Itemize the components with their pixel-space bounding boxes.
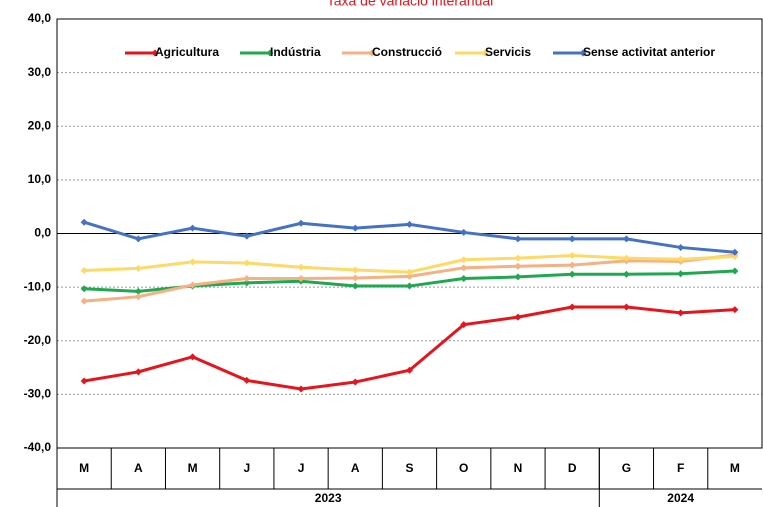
point	[568, 261, 576, 269]
legend-label: Sense activitat anterior	[583, 45, 715, 59]
x-group-label: 2023	[315, 491, 342, 505]
point	[677, 309, 685, 317]
y-tick-label: 10,0	[28, 172, 52, 186]
y-tick-label: 20,0	[28, 118, 52, 132]
series-line	[83, 305, 735, 391]
x-tick-label: M	[730, 461, 740, 475]
point	[406, 282, 413, 290]
point	[677, 243, 685, 251]
point	[351, 282, 359, 290]
x-tick-label: N	[514, 461, 523, 475]
point	[460, 321, 468, 329]
point	[568, 270, 576, 278]
point	[514, 262, 522, 270]
point	[460, 228, 468, 236]
point	[243, 232, 251, 240]
x-tick-label: A	[351, 461, 360, 475]
point	[406, 272, 413, 280]
point	[80, 267, 88, 275]
x-tick-label: M	[79, 461, 89, 475]
point	[622, 303, 630, 311]
point	[243, 279, 251, 287]
point	[189, 281, 197, 289]
point	[731, 267, 739, 275]
y-tick-label: 40,0	[28, 11, 52, 25]
x-tick-label: O	[459, 461, 468, 475]
x-tick-label: G	[622, 461, 631, 475]
point	[134, 287, 142, 295]
point	[406, 268, 413, 276]
point	[622, 270, 630, 278]
point	[134, 235, 142, 243]
y-tick-label: 0,0	[34, 226, 51, 240]
x-tick-label: M	[188, 461, 198, 475]
point	[460, 275, 468, 283]
point	[351, 274, 359, 282]
point	[677, 270, 685, 278]
point	[677, 255, 685, 263]
legend-marker	[266, 49, 274, 57]
point	[80, 377, 88, 385]
x-tick-label: D	[568, 461, 577, 475]
point	[351, 378, 359, 386]
point	[351, 224, 359, 232]
point	[134, 293, 142, 301]
point	[731, 253, 739, 261]
point	[568, 303, 576, 311]
point	[189, 258, 197, 266]
point	[297, 263, 305, 271]
point	[731, 248, 739, 256]
point	[297, 275, 305, 283]
legend-label: Construcció	[372, 45, 442, 59]
point	[514, 273, 522, 281]
point	[297, 219, 305, 227]
y-tick-label: -40,0	[24, 440, 52, 454]
legend-marker	[368, 49, 376, 57]
plot-frame	[56, 18, 763, 449]
point	[568, 235, 576, 243]
legend-marker	[151, 49, 159, 57]
point	[731, 306, 739, 314]
x-tick-label: F	[677, 461, 684, 475]
point	[622, 254, 630, 262]
x-tick-label: J	[243, 461, 250, 475]
point	[134, 368, 142, 376]
point	[189, 224, 197, 232]
point	[406, 366, 413, 374]
point	[134, 264, 142, 272]
point	[460, 264, 468, 272]
point	[622, 235, 630, 243]
point	[514, 313, 522, 321]
legend-marker	[579, 49, 587, 57]
point	[243, 376, 251, 384]
point	[460, 256, 468, 264]
point	[514, 235, 522, 243]
point	[406, 220, 413, 228]
x-tick-label: S	[405, 461, 413, 475]
point	[351, 266, 359, 274]
point	[297, 385, 305, 393]
x-tick-label: A	[134, 461, 143, 475]
legend-marker	[481, 49, 489, 57]
y-tick-label: -20,0	[24, 333, 52, 347]
point	[243, 259, 251, 267]
point	[80, 218, 88, 226]
legend-label: Agricultura	[155, 45, 219, 59]
x-tick-label: J	[298, 461, 305, 475]
point	[243, 275, 251, 283]
x-group-label: 2024	[667, 491, 694, 505]
point	[568, 251, 576, 259]
point	[189, 353, 197, 361]
y-tick-label: -10,0	[24, 279, 52, 293]
y-tick-label: -30,0	[24, 387, 52, 401]
point	[514, 254, 522, 262]
point	[80, 285, 88, 293]
chart-title: Taxa de variació interanual	[327, 0, 494, 9]
point	[80, 297, 88, 305]
legend-label: Servicis	[485, 45, 531, 59]
y-tick-label: 30,0	[28, 65, 52, 79]
legend-label: Indústria	[270, 45, 321, 59]
